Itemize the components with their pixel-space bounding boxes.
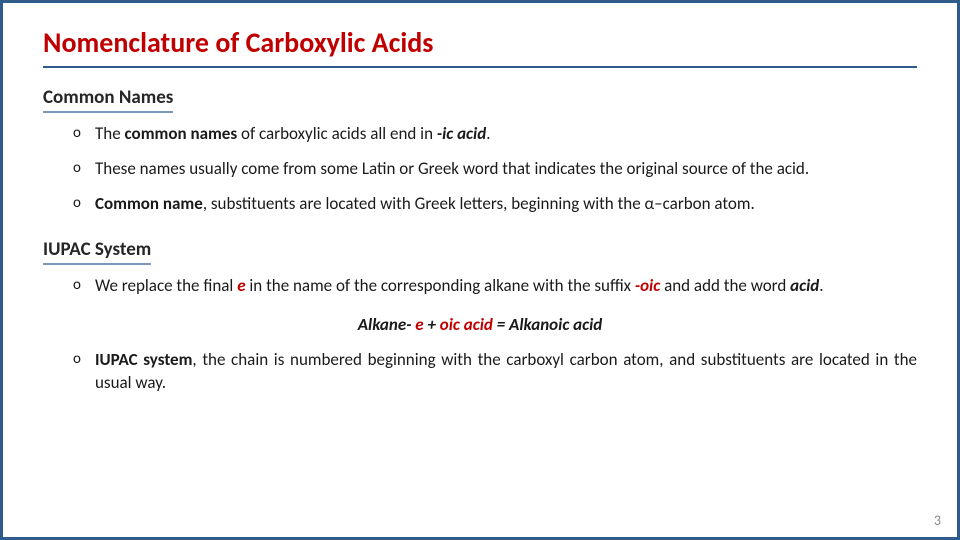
iupac-list-2: IUPAC system, the chain is numbered begi… bbox=[43, 349, 917, 395]
list-item: The common names of carboxylic acids all… bbox=[73, 123, 917, 146]
text-fragment: The bbox=[95, 123, 125, 144]
slide-content: Nomenclature of Carboxylic Acids Common … bbox=[3, 3, 957, 431]
text-fragment-highlight: e bbox=[237, 275, 245, 296]
list-item: These names usually come from some Latin… bbox=[73, 158, 917, 181]
text-fragment: = Alkanoic acid bbox=[493, 314, 602, 335]
list-item: IUPAC system, the chain is numbered begi… bbox=[73, 349, 917, 395]
text-fragment-highlight: oic acid bbox=[440, 314, 493, 335]
text-fragment: of carboxylic acids all end in bbox=[237, 123, 437, 144]
text-fragment-highlight: e bbox=[415, 314, 423, 335]
section-heading-common: Common Names bbox=[43, 86, 173, 113]
formula-line: Alkane- e + oic acid = Alkanoic acid bbox=[43, 314, 917, 335]
text-fragment: . bbox=[819, 275, 823, 296]
text-fragment-bold-italic: -ic acid bbox=[437, 123, 486, 144]
list-item: We replace the final e in the name of th… bbox=[73, 275, 917, 298]
text-fragment: + bbox=[424, 314, 440, 335]
text-fragment: , the chain is numbered beginning with t… bbox=[95, 349, 917, 393]
common-names-list: The common names of carboxylic acids all… bbox=[43, 123, 917, 216]
list-item: Common name, substituents are located wi… bbox=[73, 193, 917, 216]
text-fragment: and add the word bbox=[660, 275, 790, 296]
text-fragment-bold: common names bbox=[125, 123, 238, 144]
text-fragment-bold: Common name bbox=[95, 193, 203, 214]
page-number: 3 bbox=[934, 512, 941, 529]
text-fragment-highlight: -oic bbox=[635, 275, 660, 296]
section-heading-iupac: IUPAC System bbox=[43, 238, 151, 265]
text-fragment-bold-italic: acid bbox=[790, 275, 819, 296]
text-fragment: in the name of the corresponding alkane … bbox=[246, 275, 635, 296]
iupac-list: We replace the final e in the name of th… bbox=[43, 275, 917, 298]
text-fragment: . bbox=[486, 123, 490, 144]
text-fragment-bold: IUPAC system bbox=[95, 349, 192, 370]
text-fragment: Alkane- bbox=[358, 314, 416, 335]
text-fragment: We replace the final bbox=[95, 275, 237, 296]
page-title: Nomenclature of Carboxylic Acids bbox=[43, 25, 917, 68]
text-fragment: , substituents are located with Greek le… bbox=[203, 193, 755, 214]
